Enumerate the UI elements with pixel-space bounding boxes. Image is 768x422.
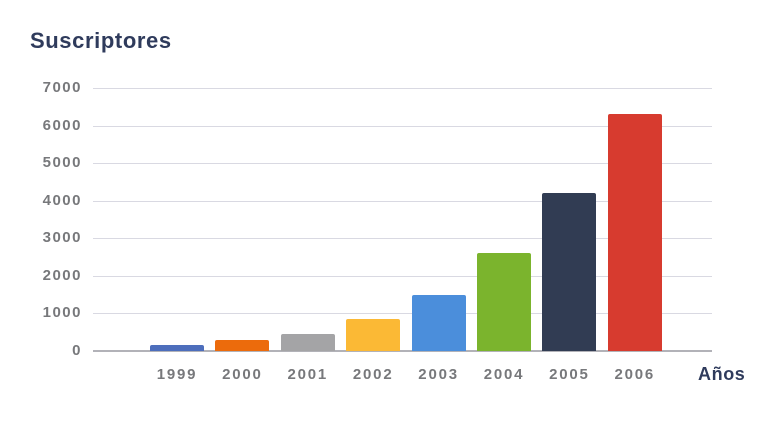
gridline	[93, 313, 712, 315]
bar-2004	[477, 253, 531, 351]
x-tick-label: 2006	[614, 366, 656, 383]
x-axis-label: Años	[698, 364, 746, 384]
y-tick-label: 1000	[42, 304, 82, 322]
x-tick-label: 2003	[418, 366, 459, 383]
bar-2002	[346, 319, 401, 351]
gridline	[93, 200, 712, 202]
gridline	[93, 88, 712, 89]
gridline	[93, 238, 712, 240]
x-tick-label: 2002	[352, 366, 394, 383]
gridline	[93, 163, 712, 165]
bar-2003	[411, 294, 466, 351]
bar-2001	[280, 334, 335, 351]
bar-2006	[607, 114, 662, 351]
bar-2005	[542, 193, 597, 351]
x-tick-label: 2001	[287, 366, 329, 383]
x-tick-label: 1999	[156, 366, 198, 383]
y-tick-label: 7000	[42, 79, 82, 96]
chart-title: Suscriptores	[30, 28, 172, 53]
x-tick-label: 2004	[483, 366, 525, 383]
y-tick-label: 2000	[42, 266, 82, 284]
x-axis-line	[93, 350, 712, 352]
gridline	[93, 275, 712, 277]
bar-2000	[215, 339, 270, 351]
y-tick-label: 3000	[42, 229, 82, 247]
gridline	[93, 125, 712, 127]
bar-1999	[150, 345, 204, 351]
y-tick-label: 4000	[42, 191, 82, 209]
y-tick-label: 0	[72, 342, 82, 359]
x-tick-label: 2000	[222, 366, 263, 383]
x-tick-label: 2005	[549, 366, 590, 383]
y-tick-label: 6000	[42, 116, 82, 134]
y-tick-label: 5000	[42, 154, 82, 172]
